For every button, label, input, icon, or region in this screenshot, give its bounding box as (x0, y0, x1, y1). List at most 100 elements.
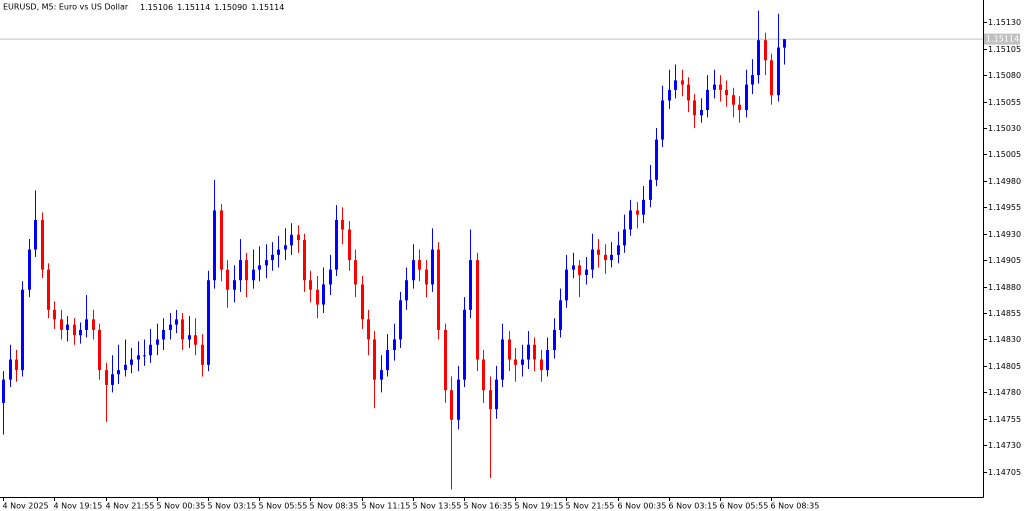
candle-body (450, 390, 453, 420)
candle-body (85, 319, 88, 330)
candle-body (521, 359, 524, 365)
candle-body (553, 329, 556, 351)
candle-body (745, 84, 748, 110)
candle-body (457, 379, 460, 420)
candle-body (41, 219, 44, 270)
y-tick-label: 1.14905 (988, 256, 1021, 265)
candle-body (226, 269, 229, 290)
candle-body (578, 265, 581, 275)
candle-body (284, 245, 287, 250)
ohlc-label: 1.15106 (140, 3, 173, 12)
x-tick-label: 5 Nov 00:35 (157, 502, 206, 511)
candle-body (21, 289, 24, 371)
y-tick-label: 1.14930 (988, 230, 1021, 239)
y-tick-label: 1.15055 (988, 98, 1021, 107)
x-tick-label: 6 Nov 03:15 (669, 502, 718, 511)
x-tick-label: 5 Nov 21:55 (566, 502, 615, 511)
candle-body (757, 40, 760, 76)
candle-body (559, 300, 562, 330)
candle-body (514, 359, 517, 365)
candle-body (367, 319, 370, 340)
candle-body (719, 84, 722, 90)
y-tick-label: 1.14755 (988, 415, 1021, 424)
candle-body (271, 254, 274, 261)
candle-body (213, 210, 216, 281)
candle-body (501, 339, 504, 380)
y-tick-label: 1.14730 (988, 441, 1021, 450)
candle-body (674, 80, 677, 90)
candle-body (124, 364, 127, 371)
ohlc-label: 1.15114 (177, 3, 210, 12)
candle-body (386, 350, 389, 371)
candle-body (681, 80, 684, 85)
y-tick-label: 1.15130 (988, 18, 1021, 27)
candle-body (329, 269, 332, 285)
candle-body (476, 260, 479, 360)
candle-body (201, 344, 204, 365)
candle-body (399, 300, 402, 340)
candle-body (117, 370, 120, 375)
candle-body (770, 60, 773, 96)
candle-body (610, 254, 613, 261)
candle-body (777, 47, 780, 96)
candle-body (732, 95, 735, 105)
candle-body (764, 40, 767, 61)
ohlc-label: 1.15090 (214, 3, 247, 12)
candle-body (290, 234, 293, 246)
candle-body (322, 284, 325, 305)
candle-body (751, 75, 754, 85)
candle-body (2, 379, 5, 403)
x-tick-label: 6 Nov 00:35 (618, 502, 667, 511)
candle-body (431, 249, 434, 285)
candle-body (591, 249, 594, 270)
x-tick-label: 5 Nov 05:55 (259, 502, 308, 511)
x-tick-label: 6 Nov 05:55 (720, 502, 769, 511)
chart-title: EURUSD, M5: Euro vs US Dollar (3, 3, 129, 12)
candle-body (149, 344, 152, 356)
x-tick-label: 5 Nov 11:15 (362, 502, 411, 511)
candle-body (188, 335, 191, 340)
candle-body (604, 254, 607, 261)
candle-body (361, 284, 364, 320)
y-tick-label: 1.14830 (988, 335, 1021, 344)
candle-body (277, 249, 280, 255)
candle-body (783, 39, 786, 48)
current-price-box (984, 33, 1020, 45)
candle-body (418, 260, 421, 270)
candle-body (655, 139, 658, 180)
candle-body (233, 280, 236, 290)
candle-body (527, 344, 530, 360)
y-tick-label: 1.14880 (988, 283, 1021, 292)
candle-body (130, 359, 133, 365)
candle-body (169, 324, 172, 330)
candle-body (373, 339, 376, 380)
candle-body (393, 339, 396, 351)
candle-body (245, 260, 248, 281)
y-tick-label: 1.15080 (988, 71, 1021, 80)
candle-body (700, 109, 703, 116)
candle-body (9, 359, 12, 380)
candle-body (546, 350, 549, 371)
candle-body (137, 355, 140, 360)
candle-body (713, 84, 716, 90)
candle-body (508, 339, 511, 360)
candle-body (495, 379, 498, 410)
candle-body (623, 229, 626, 246)
candle-body (489, 390, 492, 410)
candle-body (649, 179, 652, 200)
candle-body (66, 324, 69, 330)
candle-body (354, 260, 357, 285)
candle-body (194, 335, 197, 345)
candle-body (297, 234, 300, 241)
candle-body (341, 219, 344, 230)
candle-body (335, 219, 338, 270)
candle-body (181, 319, 184, 340)
candle-body (111, 374, 114, 385)
candle-body (405, 280, 408, 301)
candle-body (565, 269, 568, 301)
candle-body (60, 319, 63, 330)
header-ohlc: 1.15106 1.15114 1.15090 1.15114 (140, 3, 284, 12)
candle-body (162, 329, 165, 340)
